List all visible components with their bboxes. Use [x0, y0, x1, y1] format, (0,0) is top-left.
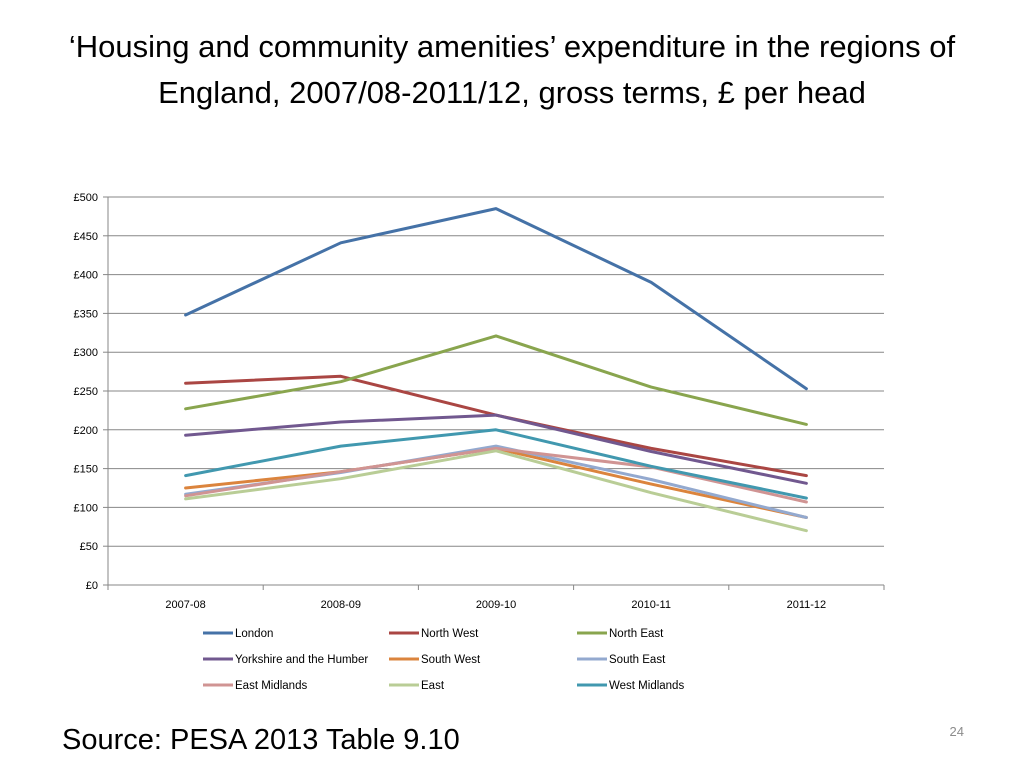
x-axis-tick-labels: 2007-08 2008-09 2009-10 2010-11 2011-12 [165, 599, 826, 611]
legend-item: London [203, 628, 273, 640]
chart-axes [103, 196, 885, 590]
x-tick-label: 2010-11 [631, 599, 671, 611]
y-tick-label: £100 [74, 502, 98, 514]
y-tick-label: £250 [74, 386, 98, 398]
slide-title: ‘Housing and community amenities’ expend… [68, 29, 956, 110]
legend-item: West Midlands [577, 680, 684, 692]
legend-label: South East [609, 654, 666, 666]
y-axis-tick-labels: £0 £50 £100 £150 £200 £250 £300 £350 £400 £450 £50… [74, 192, 98, 592]
y-tick-label: £400 [74, 270, 98, 282]
legend-label: East [421, 680, 445, 692]
series-line-london [184, 207, 808, 391]
chart-legend: London North West North East Yorkshire and … [203, 628, 684, 692]
legend-label: North East [609, 628, 664, 640]
legend-label: Yorkshire and the Humber [235, 654, 368, 666]
y-tick-label: £500 [74, 192, 98, 204]
y-tick-label: £300 [74, 347, 98, 359]
legend-label: East Midlands [235, 680, 307, 692]
y-tick-label: £350 [74, 308, 98, 320]
legend-item: North East [577, 628, 664, 640]
series-line-north-east [184, 334, 808, 426]
y-tick-label: £450 [74, 231, 98, 243]
x-tick-label: 2009-10 [476, 599, 516, 611]
series-line-east [184, 449, 808, 533]
series-line-east-midlands [184, 446, 808, 504]
x-tick-label: 2008-09 [321, 599, 361, 611]
legend-item: South East [577, 654, 666, 666]
x-tick-label: 2011-12 [787, 599, 827, 611]
chart-series [184, 207, 808, 533]
legend-label: South West [421, 654, 481, 666]
y-tick-label: £150 [74, 464, 98, 476]
y-tick-label: £200 [74, 425, 98, 437]
source-note: Source: PESA 2013 Table 9.10 [62, 724, 460, 756]
legend-item: North West [389, 628, 479, 640]
legend-label: West Midlands [609, 680, 684, 692]
legend-item: East Midlands [203, 680, 307, 692]
slide-number: 24 [949, 724, 964, 739]
x-tick-label: 2007-08 [165, 599, 205, 611]
legend-label: London [235, 628, 273, 640]
legend-label: North West [421, 628, 479, 640]
chart-gridlines [108, 196, 884, 547]
legend-item: East [389, 680, 445, 692]
legend-item: Yorkshire and the Humber [203, 654, 368, 666]
y-tick-label: £0 [86, 580, 98, 592]
series-line-west-midlands [184, 428, 808, 500]
legend-item: South West [389, 654, 481, 666]
y-tick-label: £50 [80, 541, 98, 553]
series-line-yorkshire-and-the-humber [184, 413, 808, 485]
